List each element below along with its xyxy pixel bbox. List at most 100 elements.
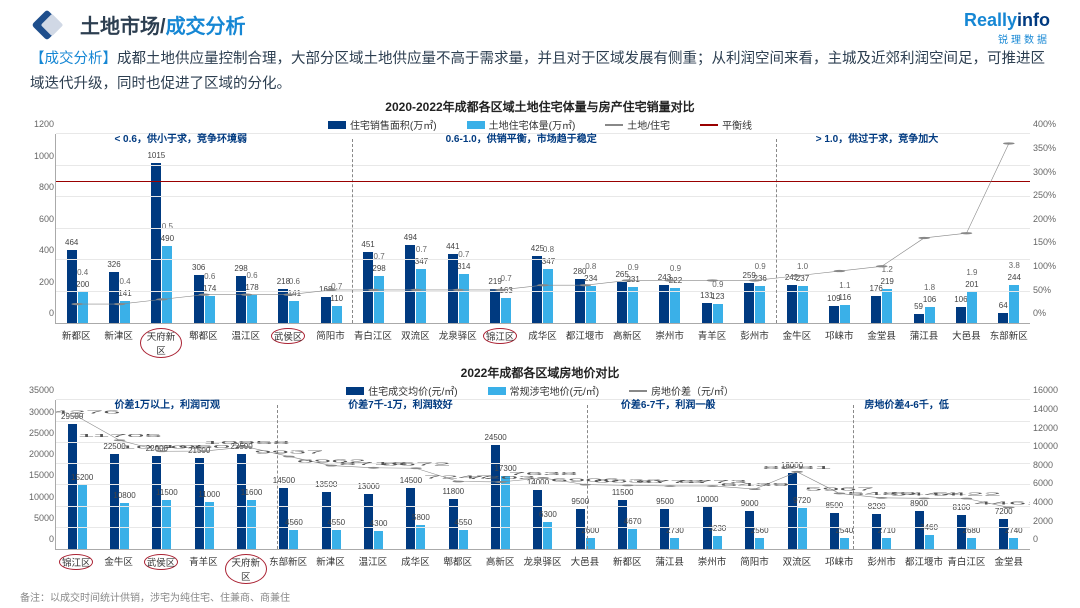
bar-group: 4642000.4 (56, 134, 98, 323)
header-diamond-icon (30, 12, 70, 38)
bar-value: 4550 (327, 518, 345, 527)
bar-group: 1091161.1 (818, 134, 860, 323)
bar-value: 8900 (910, 499, 928, 508)
bar-land: 2980.7 (374, 276, 384, 323)
bar-group: 2191630.7 (479, 134, 521, 323)
title-part1: 土地市场/ (80, 16, 166, 38)
bar-value: 1015 (147, 151, 165, 160)
y-tick: 30000 (29, 407, 54, 417)
bar-land: 11000 (205, 502, 214, 549)
chart2-y-right: 0200040006000800010000120001400016000 (1033, 400, 1068, 549)
x-label: 东部新区 (267, 552, 309, 584)
bar-value: 8100 (952, 503, 970, 512)
legend-line-icon (629, 390, 647, 392)
y-tick: 14000 (1033, 404, 1058, 414)
bar-land: 1410.4 (120, 301, 130, 323)
ratio-label: 0.9 (755, 262, 766, 271)
bar-land: 3140.7 (459, 274, 469, 323)
x-label: 新津区 (309, 552, 351, 584)
x-label: 新都区 (55, 326, 97, 358)
x-label: 高新区 (606, 326, 648, 358)
x-label-circled: 天府新区 (225, 554, 267, 584)
segment-label: 价差6-7千，利润一般 (621, 396, 715, 411)
bar-land: 1780.6 (247, 295, 257, 323)
bar-land: 1061.8 (925, 307, 935, 324)
bar-sales: 131 (702, 303, 712, 324)
bar-land: 3470.8 (543, 269, 553, 324)
ratio-label: 1.2 (882, 265, 893, 274)
y-tick: 35000 (29, 385, 54, 395)
bar-value: 4550 (454, 518, 472, 527)
y-tick: 300% (1033, 167, 1056, 177)
ratio-label: 1.9 (966, 268, 977, 277)
bar-sales: 176 (871, 296, 881, 324)
y-tick: 15000 (29, 470, 54, 480)
bar-land: 1230.9 (713, 304, 723, 323)
x-label: 金堂县 (860, 326, 902, 358)
bar-value: 15200 (71, 473, 93, 482)
y-tick: 350% (1033, 143, 1056, 153)
x-label-circled: 锦江区 (483, 328, 518, 344)
segment-divider (853, 405, 854, 549)
bar-land: 2220.9 (670, 288, 680, 323)
bar-sales: 106 (956, 307, 966, 324)
x-label: 新都区 (606, 552, 648, 584)
bar-group: 3061740.6 (183, 134, 225, 323)
bar-land: 2011.9 (967, 292, 977, 324)
bar-value: 231 (626, 275, 639, 284)
bar-value: 11000 (198, 490, 220, 499)
bar-value: 11600 (241, 488, 263, 497)
bar-value: 59 (914, 302, 923, 311)
bar-land: 3470.7 (416, 269, 426, 324)
y-tick: 6000 (1033, 478, 1053, 488)
y-tick: 0 (49, 534, 54, 544)
bar-land: 4550 (332, 530, 341, 549)
bar-land: 15200 (78, 485, 87, 550)
bar-land: 17300 (501, 476, 510, 550)
x-label: 简阳市 (733, 552, 775, 584)
segment-label: 房地价差4-6千，低 (864, 396, 948, 411)
bar-group: 4253470.8 (522, 134, 564, 323)
bar-sales: 22500 (110, 454, 119, 550)
ratio-label: 1.1 (839, 281, 850, 290)
bar-value: 347 (542, 257, 555, 266)
bar-sales: 306 (194, 275, 204, 323)
bar-group: 10154900.5 (141, 134, 183, 323)
y-tick: 8000 (1033, 460, 1053, 470)
ratio-label: 0.9 (670, 264, 681, 273)
page-header: 土地市场/成交分析 (0, 0, 1080, 43)
bar-value: 106 (923, 295, 936, 304)
title-part2: 成交分析 (166, 16, 246, 38)
x-label: 金牛区 (776, 326, 818, 358)
x-label: 金堂县 (988, 552, 1030, 584)
bar-sales: 280 (575, 279, 585, 323)
bar-value: 4560 (285, 518, 303, 527)
bar-sales: 109 (829, 306, 839, 323)
bar-sales: 265 (617, 282, 627, 324)
bar-land: 9720 (798, 508, 807, 549)
ratio-label: 0.7 (416, 245, 427, 254)
bar-value: 3230 (708, 524, 726, 533)
x-label-circled: 天府新区 (140, 328, 182, 358)
grid-line (56, 484, 1030, 485)
bar-sales: 24500 (491, 445, 500, 549)
x-label: 温江区 (225, 326, 267, 358)
x-label: 成华区 (521, 326, 563, 358)
ratio-label: 0.4 (77, 268, 88, 277)
grid-line (56, 165, 1030, 166)
y-tick: 5000 (34, 513, 54, 523)
x-label: 锦江区 (479, 326, 521, 358)
brand-logo: Reallyinfo 锐理数据 (964, 10, 1050, 46)
legend-line-icon (700, 124, 718, 126)
bar-value: 21500 (188, 446, 210, 455)
ratio-label: 0.8 (543, 245, 554, 254)
segment-divider (587, 405, 588, 549)
bar-value: 494 (404, 233, 417, 242)
footnote: 备注：以成交时间统计供销，涉宅为纯住宅、住兼商、商兼住 (20, 589, 290, 604)
segment-label: > 1.0，供过于求，竞争加大 (816, 130, 939, 145)
segment-divider (776, 139, 777, 323)
y-tick: 25000 (29, 428, 54, 438)
bar-land: 1410.6 (289, 301, 299, 323)
chart2-title: 2022年成都各区域房地价对比 (20, 364, 1060, 381)
ratio-label: 0.7 (331, 282, 342, 291)
